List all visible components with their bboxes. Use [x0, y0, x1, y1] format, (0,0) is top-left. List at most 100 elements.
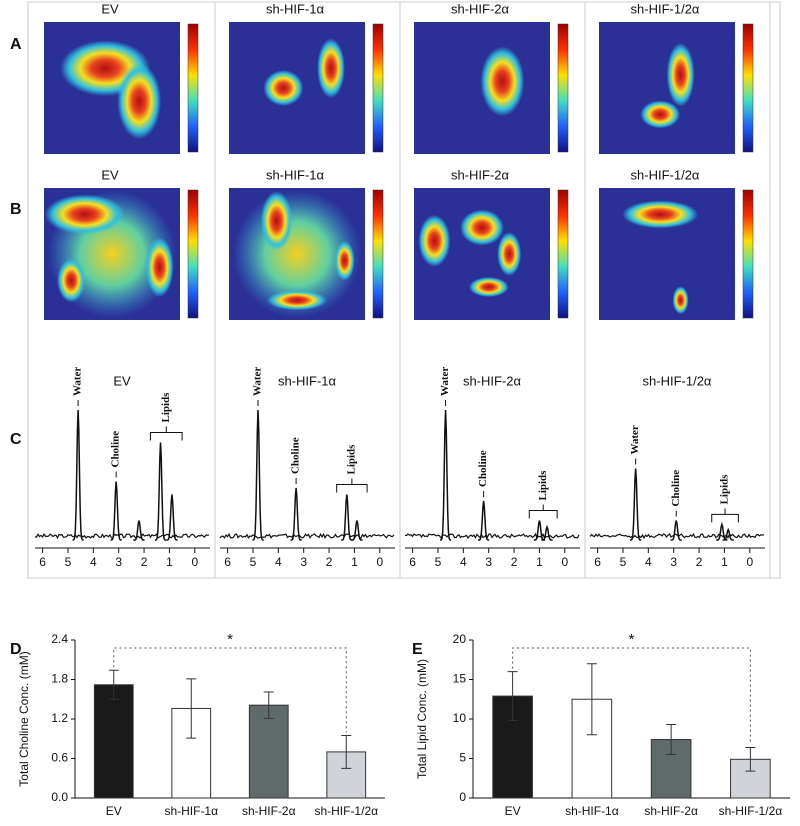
significance-mark: * — [227, 631, 233, 648]
x-tick-label: 5 — [65, 555, 72, 569]
peak-label: Lipids — [719, 474, 731, 505]
colorbar — [372, 23, 384, 153]
y-tick-label: 0.6 — [51, 751, 68, 765]
column-title: EV — [101, 1, 119, 16]
peak-label: Water — [252, 367, 264, 396]
heatmap-blob — [145, 237, 174, 298]
column-title: sh-HIF-2α — [463, 373, 522, 388]
heatmap-blob — [334, 240, 355, 281]
column-title: sh-HIF-1/2α — [631, 1, 700, 16]
spectrum-baseline — [589, 532, 765, 540]
x-tick-label: 4 — [460, 555, 467, 569]
heatmap-blob — [418, 214, 451, 267]
heatmap-blob — [57, 258, 86, 303]
x-tick-label: 2 — [511, 555, 518, 569]
error-bar — [186, 678, 197, 739]
colorbar — [742, 23, 754, 153]
x-tick-label: 1 — [166, 555, 173, 569]
spectrum-peak — [541, 524, 553, 541]
column-title: sh-HIF-2α — [451, 1, 510, 16]
colorbar — [372, 189, 384, 319]
x-tick-label: 4 — [645, 555, 652, 569]
y-tick-label: 0 — [459, 790, 466, 804]
x-tick-label: 5 — [250, 555, 257, 569]
x-tick-label: 2 — [326, 555, 333, 569]
colorbar — [557, 189, 569, 319]
x-tick-label: 2 — [141, 555, 148, 569]
lipid-bracket — [528, 504, 558, 519]
error-bar — [745, 746, 756, 772]
error-bar — [666, 724, 677, 756]
x-tick-label: 0 — [191, 555, 198, 569]
column-title: sh-HIF-1/2α — [631, 167, 700, 182]
panel-label: D — [10, 641, 22, 658]
y-axis-label: Total Choline Conc. (mM) — [17, 651, 31, 786]
x-tick-label: sh-HIF-2α — [242, 804, 296, 818]
error-bar — [341, 734, 352, 769]
peak-label: Lipids — [537, 470, 549, 501]
spectrum-peak — [722, 527, 734, 541]
peak-label: Water — [439, 367, 451, 396]
significance-bracket — [113, 647, 347, 733]
peak-label: Lipids — [345, 444, 357, 475]
spectrum-peak — [351, 520, 363, 541]
y-tick-label: 5 — [459, 751, 466, 765]
lipid-bracket — [149, 426, 183, 441]
x-tick-label: sh-HIF-1α — [164, 804, 218, 818]
column-title: EV — [113, 373, 131, 388]
x-tick-label: 6 — [409, 555, 416, 569]
x-tick-label: 5 — [435, 555, 442, 569]
spectrum-peak — [439, 409, 452, 541]
lipid-bracket — [336, 478, 368, 493]
x-tick-label: 3 — [670, 555, 677, 569]
spectrum-peak — [110, 481, 122, 541]
heatmap-blob — [260, 191, 293, 251]
heatmap-blob — [468, 277, 509, 297]
x-tick-label: 0 — [561, 555, 568, 569]
x-tick-label: 1 — [721, 555, 728, 569]
heatmap-bg — [599, 22, 735, 154]
y-tick-label: 10 — [453, 711, 467, 725]
y-tick-label: 2.4 — [51, 632, 68, 646]
heatmap-blob — [117, 63, 162, 140]
y-tick-label: 0.0 — [51, 790, 68, 804]
y-tick-label: 1.8 — [51, 672, 68, 686]
error-bar — [263, 691, 274, 719]
x-tick-label: 3 — [485, 555, 492, 569]
x-tick-label: 3 — [115, 555, 122, 569]
x-tick-label: 6 — [224, 555, 231, 569]
column-title: sh-HIF-1α — [266, 1, 325, 16]
y-tick-label: 15 — [453, 672, 467, 686]
spectrum-peak — [478, 500, 490, 541]
y-tick-label: 20 — [453, 632, 467, 646]
heatmap-blob — [263, 70, 304, 106]
error-bar — [507, 671, 518, 722]
x-tick-label: 5 — [620, 555, 627, 569]
spectrum-peak — [290, 487, 302, 541]
heatmap-blob — [622, 200, 699, 229]
peak-label: Choline — [290, 437, 302, 474]
x-tick-label: sh-HIF-1/2α — [314, 804, 378, 818]
spectrum-peak — [252, 409, 264, 541]
heatmap-blob — [460, 209, 504, 246]
spectrum-peak — [341, 494, 353, 541]
significance-mark: * — [629, 631, 635, 648]
column-title: sh-HIF-1α — [278, 373, 337, 388]
colorbar — [187, 23, 199, 153]
colorbar — [742, 189, 754, 319]
peak-label: Lipids — [160, 392, 172, 423]
spectrum-baseline — [404, 532, 580, 540]
y-axis-label: Total Lipid Conc. (mM) — [415, 659, 429, 779]
column-title: sh-HIF-1α — [266, 167, 325, 182]
panel-label: C — [10, 431, 22, 448]
peak-label: Choline — [110, 431, 122, 468]
x-tick-label: sh-HIF-2α — [644, 804, 698, 818]
peak-label: Water — [72, 367, 84, 396]
heatmap-blob — [267, 290, 327, 311]
panel-label: E — [412, 641, 423, 658]
bar — [93, 684, 134, 799]
column-title: sh-HIF-1/2α — [643, 373, 712, 388]
x-tick-label: 4 — [90, 555, 97, 569]
